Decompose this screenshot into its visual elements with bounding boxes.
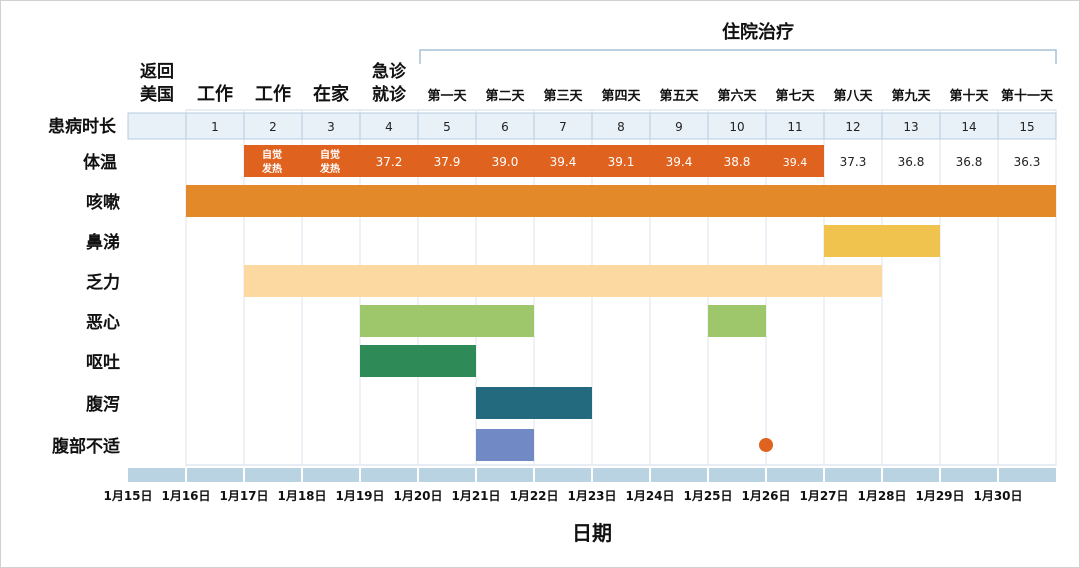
temperature-value: 36.3	[1014, 155, 1041, 169]
day-number-label: 14	[961, 120, 976, 134]
hospital-day-label: 第十天	[949, 88, 989, 104]
date-tick-label: 1月19日	[335, 489, 384, 503]
day-number-label: 8	[617, 120, 625, 134]
temperature-note: 自觉	[320, 148, 340, 161]
symptom-row-label: 呕吐	[86, 353, 120, 373]
day-number-label: 3	[327, 120, 335, 134]
symptom-row-label: 咳嗽	[86, 192, 120, 213]
date-tick-label: 1月30日	[973, 489, 1022, 503]
symptom-bar	[476, 387, 592, 419]
date-tick-label: 1月25日	[683, 489, 732, 503]
date-tick-label: 1月17日	[219, 489, 268, 503]
date-tick-label: 1月15日	[103, 489, 152, 503]
temperature-value: 36.8	[898, 155, 925, 169]
day-number-label: 7	[559, 120, 567, 134]
date-tick-label: 1月29日	[915, 489, 964, 503]
symptom-bar	[708, 305, 766, 337]
day-number-label: 11	[787, 120, 802, 134]
symptom-row-label: 乏力	[86, 272, 120, 293]
symptom-bar	[476, 429, 534, 461]
hospital-day-label: 第七天	[775, 88, 815, 104]
symptom-bar	[360, 345, 476, 377]
symptom-row-label: 腹泻	[86, 394, 120, 415]
date-tick-label: 1月18日	[277, 489, 326, 503]
day-row-label: 患病时长	[48, 116, 117, 137]
date-tick-label: 1月20日	[393, 489, 442, 503]
hospital-day-label: 第三天	[543, 88, 583, 104]
temperature-value: 38.8	[724, 155, 751, 169]
symptom-bar	[244, 265, 882, 297]
phase-label: 就诊	[372, 84, 407, 105]
symptom-bar	[360, 305, 534, 337]
temperature-value: 36.8	[956, 155, 983, 169]
symptom-row-label: 鼻涕	[86, 232, 120, 253]
temperature-value: 37.2	[376, 155, 403, 169]
hospital-day-label: 第九天	[891, 88, 931, 104]
day-number-label: 2	[269, 120, 277, 134]
date-tick-label: 1月21日	[451, 489, 500, 503]
phase-label: 返回	[140, 62, 174, 82]
hospital-day-label: 第八天	[833, 88, 873, 104]
date-tick-label: 1月24日	[625, 489, 674, 503]
date-tick-label: 1月16日	[161, 489, 210, 503]
hospital-day-label: 第二天	[485, 88, 525, 104]
day-number-label: 1	[211, 120, 219, 134]
x-axis-title: 日期	[572, 521, 612, 545]
day-number-label: 9	[675, 120, 683, 134]
hospital-day-label: 第十一天	[1001, 88, 1054, 104]
temperature-note: 自觉	[262, 148, 282, 161]
phase-label: 工作	[255, 83, 291, 105]
temperature-value: 37.9	[434, 155, 461, 169]
phase-label: 美国	[140, 84, 174, 105]
temperature-note: 发热	[261, 162, 282, 175]
temperature-value: 37.3	[840, 155, 867, 169]
day-number-label: 5	[443, 120, 451, 134]
date-tick-label: 1月26日	[741, 489, 790, 503]
day-number-label: 13	[903, 120, 918, 134]
date-tick-label: 1月27日	[799, 489, 848, 503]
hospital-day-label: 第六天	[717, 88, 757, 104]
phase-label: 在家	[313, 83, 350, 105]
symptom-bar	[824, 225, 940, 257]
symptom-bar	[186, 185, 1056, 217]
date-tick-label: 1月23日	[567, 489, 616, 503]
hospital-day-label: 第五天	[659, 88, 699, 104]
hospital-day-label: 第四天	[601, 88, 641, 104]
temperature-value: 39.0	[492, 155, 519, 169]
symptom-row-label: 腹部不适	[52, 436, 120, 457]
hospital-day-label: 第一天	[427, 88, 467, 104]
temperature-row-label: 体温	[83, 152, 117, 173]
hospital-stay-label: 住院治疗	[722, 21, 794, 43]
symptom-point	[759, 438, 773, 452]
temperature-value: 39.1	[608, 155, 635, 169]
day-number-label: 10	[729, 120, 744, 134]
date-tick-label: 1月28日	[857, 489, 906, 503]
temperature-value: 39.4	[783, 156, 808, 169]
temperature-value: 39.4	[550, 155, 577, 169]
phase-label: 急诊	[372, 61, 407, 82]
hospital-bracket	[419, 49, 1057, 64]
fever-bar	[244, 145, 824, 177]
symptom-row-label: 恶心	[86, 313, 120, 333]
day-number-label: 15	[1019, 120, 1034, 134]
date-tick-label: 1月22日	[509, 489, 558, 503]
temperature-note: 发热	[319, 162, 340, 175]
day-number-label: 6	[501, 120, 509, 134]
temperature-value: 39.4	[666, 155, 693, 169]
day-number-label: 4	[385, 120, 393, 134]
phase-label: 工作	[197, 83, 233, 105]
day-number-label: 12	[845, 120, 860, 134]
